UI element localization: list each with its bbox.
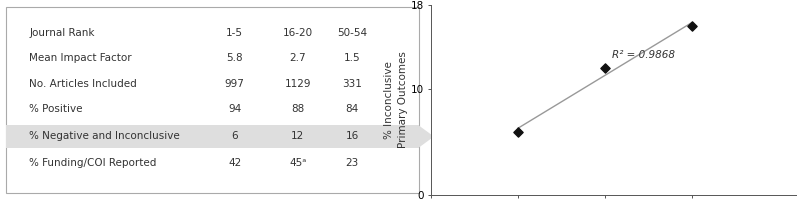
Text: 84: 84 [346,104,358,114]
Text: 331: 331 [342,79,362,89]
Text: 1.5: 1.5 [344,53,361,63]
Point [686,25,698,28]
Point [512,130,525,133]
Text: 5.8: 5.8 [226,53,243,63]
Text: 88: 88 [291,104,304,114]
Text: 16-20: 16-20 [282,28,313,38]
Text: Mean Impact Factor: Mean Impact Factor [29,53,132,63]
FancyBboxPatch shape [6,7,419,193]
FancyBboxPatch shape [6,125,419,148]
Text: 12: 12 [291,131,304,141]
Text: 45ᵃ: 45ᵃ [289,158,306,168]
Text: 997: 997 [225,79,245,89]
Text: 16: 16 [346,131,358,141]
Text: 94: 94 [228,104,242,114]
Text: No. Articles Included: No. Articles Included [29,79,137,89]
Polygon shape [418,125,434,148]
Text: 2.7: 2.7 [290,53,306,63]
Text: 50-54: 50-54 [337,28,367,38]
Y-axis label: % Inconclusive
Primary Outcomes: % Inconclusive Primary Outcomes [385,52,408,148]
Point [598,67,611,70]
Text: 1-5: 1-5 [226,28,243,38]
Text: Journal Rank: Journal Rank [29,28,94,38]
Text: 23: 23 [346,158,358,168]
Text: % Negative and Inconclusive: % Negative and Inconclusive [29,131,180,141]
Text: 1129: 1129 [284,79,311,89]
Text: 6: 6 [231,131,238,141]
Text: 42: 42 [228,158,242,168]
Text: % Funding/COI Reported: % Funding/COI Reported [29,158,157,168]
Text: R² = 0.9868: R² = 0.9868 [612,50,675,60]
Text: % Positive: % Positive [29,104,82,114]
